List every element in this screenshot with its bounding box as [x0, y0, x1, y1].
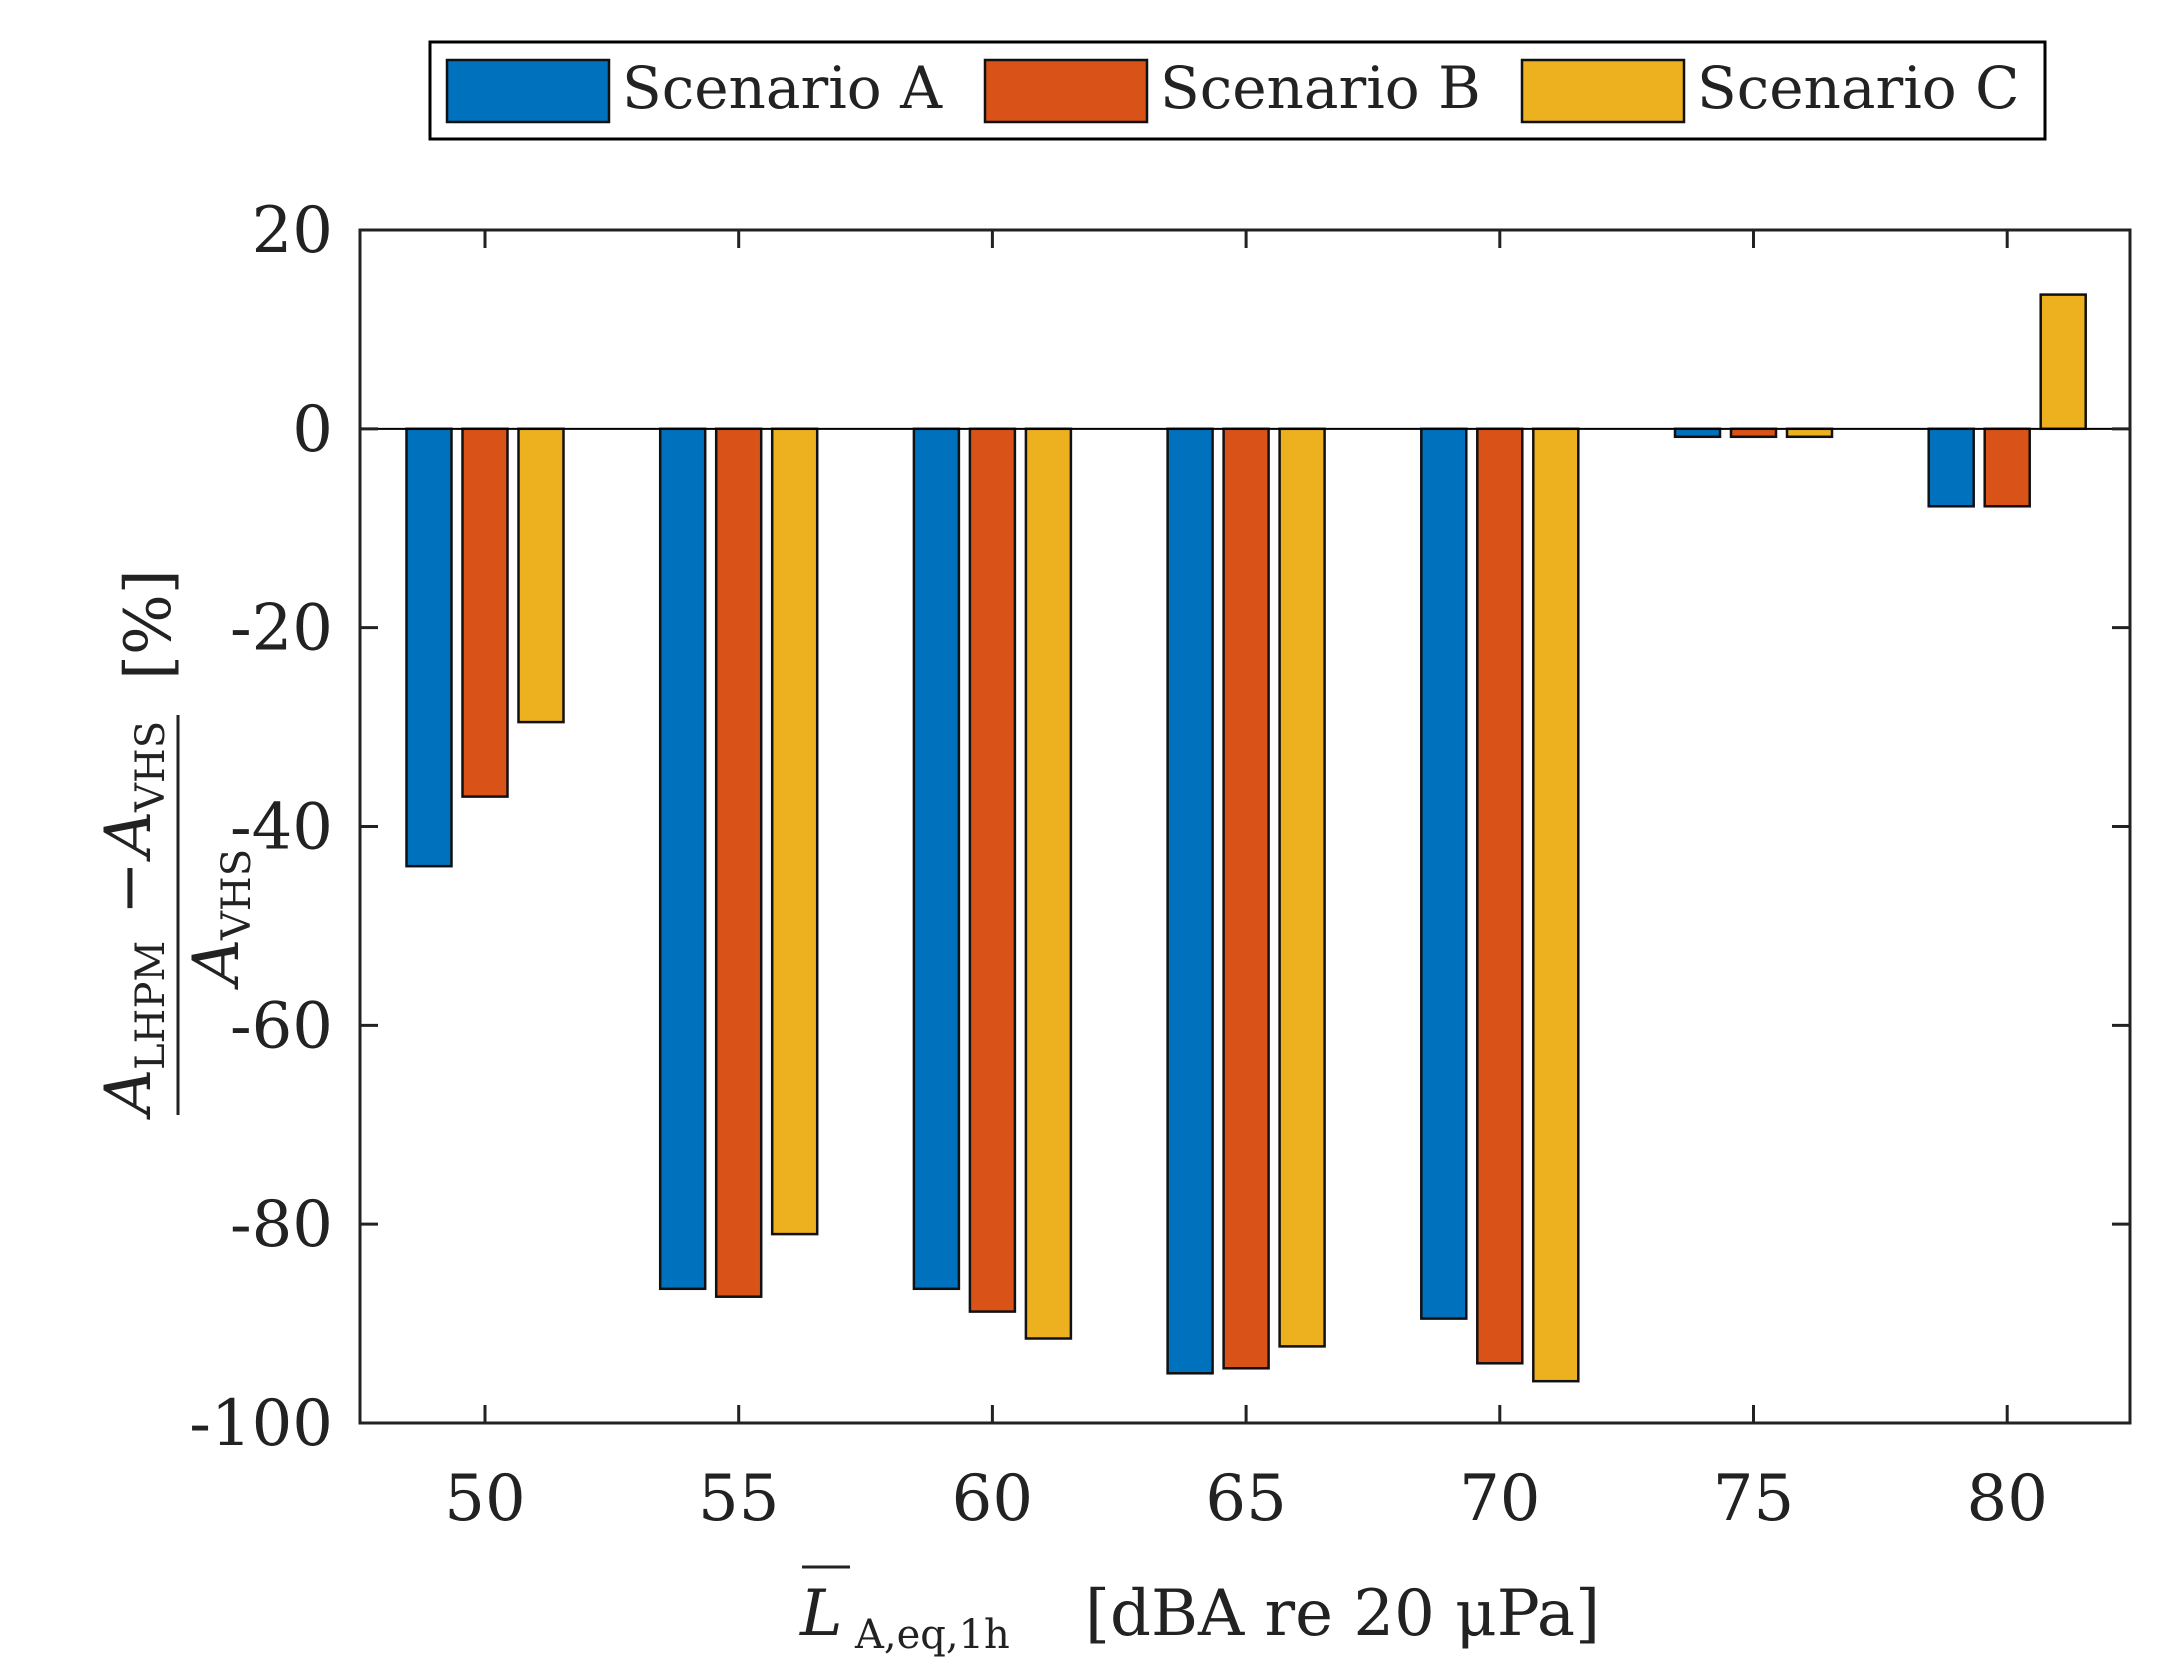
- bar-scenario-c-80: [2039, 293, 2087, 431]
- legend-label: Scenario B: [1160, 54, 1481, 122]
- x-tick-label: 70: [1459, 1462, 1540, 1536]
- x-label-symbol: L: [799, 1577, 843, 1651]
- legend: Scenario A Scenario B Scenario C: [428, 40, 2047, 141]
- y-tick-label: 0: [292, 393, 333, 467]
- legend-swatch-scenario-a: [445, 58, 611, 124]
- legend-swatch-scenario-c: [1520, 58, 1686, 124]
- x-tick-label: 75: [1713, 1462, 1794, 1536]
- y-label-den-a: A: [180, 939, 254, 990]
- y-label-s2: VHS: [128, 721, 174, 813]
- bar-scenario-c-65: [1278, 427, 1326, 1348]
- legend-swatch-scenario-b: [983, 58, 1149, 124]
- y-label-s1: LHPM: [128, 941, 174, 1070]
- axes-frame: [358, 228, 2132, 1425]
- x-label-subscript: A,eq,1h: [854, 1612, 1010, 1658]
- bars: [405, 293, 2087, 1383]
- bar-scenario-b-70: [1476, 427, 1524, 1365]
- x-axis-label: L A,eq,1h [dBA re 20 μPa]: [799, 1565, 1600, 1658]
- bar-scenario-b-60: [968, 427, 1017, 1313]
- bar-scenario-c-75: [1785, 427, 1834, 439]
- y-label-a1: A: [92, 1069, 166, 1120]
- y-tick-label: 20: [252, 194, 333, 268]
- legend-box: [428, 40, 2047, 141]
- bar-scenario-b-75: [1729, 427, 1778, 439]
- bar-scenario-c-70: [1532, 427, 1580, 1383]
- bar-scenario-a-65: [1166, 427, 1214, 1375]
- y-label-a2: A: [92, 811, 166, 862]
- x-label-unit: [dBA re 20 μPa]: [1085, 1577, 1600, 1651]
- y-tick-label: -60: [230, 989, 333, 1063]
- y-tick-label: -20: [230, 592, 333, 666]
- y-tick-label: -40: [230, 791, 333, 865]
- y-tick-labels: 20 0 -20 -40 -60 -80 -100: [189, 194, 333, 1461]
- y-tick-label: -80: [230, 1188, 333, 1262]
- bar-scenario-c-55: [770, 427, 819, 1236]
- bar-scenario-a-70: [1420, 427, 1468, 1320]
- y-label-minus: −: [92, 861, 166, 915]
- y-label-den-s: VHS: [214, 849, 260, 941]
- plot-area: [358, 228, 2132, 1425]
- x-tick-label: 80: [1966, 1462, 2047, 1536]
- bar-scenario-b-50: [461, 427, 509, 798]
- x-tick-labels: 50 55 60 65 70 75 80: [444, 1462, 2048, 1536]
- bar-scenario-a-80: [1927, 427, 1975, 508]
- bar-scenario-b-80: [1983, 427, 2031, 508]
- bar-scenario-c-60: [1024, 427, 1073, 1340]
- bar-scenario-a-60: [912, 427, 961, 1291]
- x-tick-label: 60: [952, 1462, 1033, 1536]
- y-axis-label: A LHPM − A VHS A VHS [%]: [92, 569, 260, 1120]
- y-label-unit: [%]: [112, 569, 186, 680]
- bar-scenario-a-55: [658, 427, 707, 1291]
- bar-scenario-a-50: [405, 427, 453, 868]
- legend-label: Scenario C: [1697, 54, 2019, 122]
- x-tick-label: 65: [1205, 1462, 1286, 1536]
- legend-label: Scenario A: [622, 54, 943, 122]
- y-tick-label: -100: [189, 1387, 333, 1461]
- bar-scenario-a-75: [1673, 427, 1722, 439]
- bar-scenario-b-65: [1222, 427, 1270, 1370]
- bar-scenario-b-55: [714, 427, 763, 1298]
- x-tick-label: 50: [444, 1462, 525, 1536]
- bar-scenario-c-50: [517, 427, 565, 724]
- x-tick-label: 55: [698, 1462, 779, 1536]
